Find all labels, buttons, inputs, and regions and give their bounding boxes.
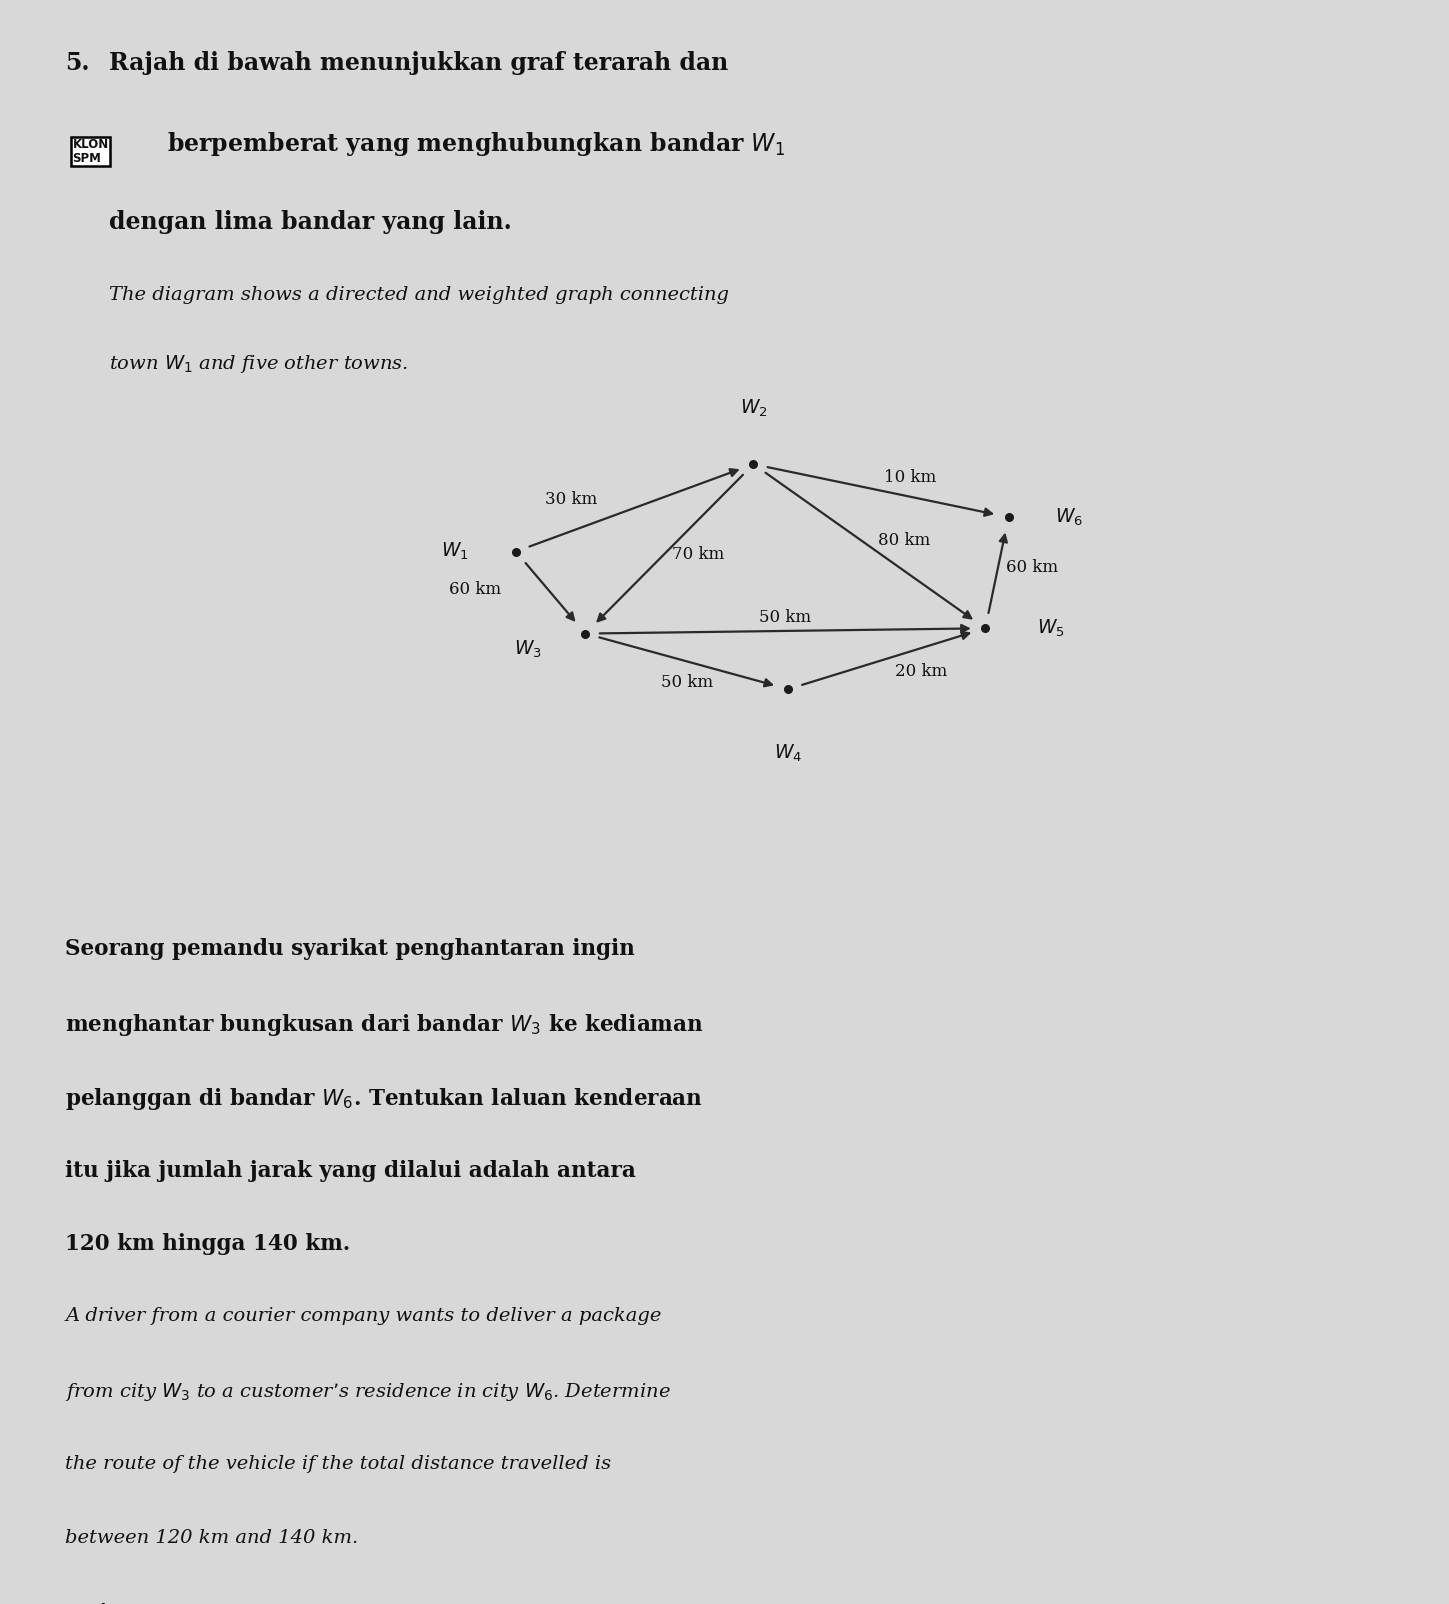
Text: The diagram shows a directed and weighted graph connecting: The diagram shows a directed and weighte… <box>109 286 729 303</box>
Text: $W_4$: $W_4$ <box>774 743 803 764</box>
Text: 60 km: 60 km <box>449 581 501 598</box>
Text: KLON
SPM: KLON SPM <box>72 138 109 165</box>
Text: 80 km: 80 km <box>878 533 930 550</box>
Text: 10 km: 10 km <box>884 468 936 486</box>
Text: $W_6$: $W_6$ <box>1055 507 1084 528</box>
Text: 60 km: 60 km <box>1006 558 1058 576</box>
Text: 70 km: 70 km <box>672 545 724 563</box>
Text: 120 km hingga 140 km.: 120 km hingga 140 km. <box>65 1233 351 1256</box>
Text: $W_3 \rightarrow W_2 \rightarrow W_6$: $W_3 \rightarrow W_2 \rightarrow W_6$ <box>188 1602 336 1604</box>
Text: $W_5$: $W_5$ <box>1036 618 1065 638</box>
Text: town $W_1$ and five other towns.: town $W_1$ and five other towns. <box>109 353 409 375</box>
Text: Seorang pemandu syarikat penghantaran ingin: Seorang pemandu syarikat penghantaran in… <box>65 938 635 961</box>
Text: berpemberat yang menghubungkan bandar $W_1$: berpemberat yang menghubungkan bandar $W… <box>167 130 785 157</box>
Text: $W_3$: $W_3$ <box>513 638 542 661</box>
Text: the route of the vehicle if the total distance travelled is: the route of the vehicle if the total di… <box>65 1455 611 1472</box>
Text: itu jika jumlah jarak yang dilalui adalah antara: itu jika jumlah jarak yang dilalui adala… <box>65 1160 636 1182</box>
Text: 30 km: 30 km <box>545 491 597 508</box>
Text: 20 km: 20 km <box>895 664 948 680</box>
Text: pelanggan di bandar $W_6$. Tentukan laluan kenderaan: pelanggan di bandar $W_6$. Tentukan lalu… <box>65 1086 703 1112</box>
Text: 50 km: 50 km <box>661 674 713 691</box>
Text: 50 km: 50 km <box>759 610 811 626</box>
Text: dengan lima bandar yang lain.: dengan lima bandar yang lain. <box>109 210 511 234</box>
Text: between 120 km and 140 km.: between 120 km and 140 km. <box>65 1529 358 1546</box>
Text: Rajah di bawah menunjukkan graf terarah dan: Rajah di bawah menunjukkan graf terarah … <box>109 51 727 75</box>
Text: menghantar bungkusan dari bandar $W_3$ ke kediaman: menghantar bungkusan dari bandar $W_3$ k… <box>65 1012 704 1038</box>
Text: from city $W_3$ to a customer’s residence in city $W_6$. Determine: from city $W_3$ to a customer’s residenc… <box>65 1381 671 1404</box>
Text: A: A <box>94 1602 112 1604</box>
Text: $W_2$: $W_2$ <box>739 398 768 419</box>
Text: 5.: 5. <box>65 51 90 75</box>
Text: A driver from a courier company wants to deliver a package: A driver from a courier company wants to… <box>65 1307 662 1325</box>
Text: $W_1$: $W_1$ <box>440 541 469 561</box>
